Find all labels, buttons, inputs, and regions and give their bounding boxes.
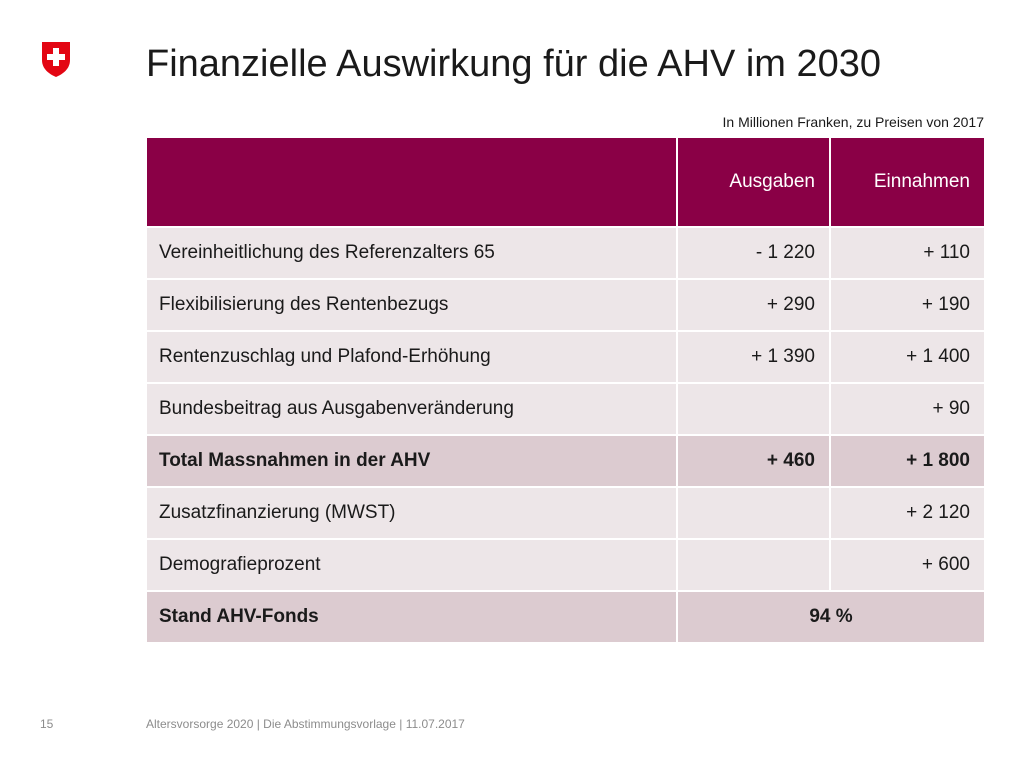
swiss-cross-shield-icon: [42, 42, 70, 77]
row-ausgaben: + 290: [676, 278, 831, 332]
header-ausgaben: Ausgaben: [676, 136, 831, 228]
row-label: Flexibilisierung des Rentenbezugs: [145, 278, 678, 332]
row-ausgaben: [676, 382, 831, 436]
table-row-total: Total Massnahmen in der AHV + 460 + 1 80…: [145, 434, 986, 488]
row-label: Zusatzfinanzierung (MWST): [145, 486, 678, 540]
row-ausgaben: + 1 390: [676, 330, 831, 384]
row-label: Vereinheitlichung des Referenzalters 65: [145, 226, 678, 280]
footer-text: Altersvorsorge 2020 | Die Abstimmungsvor…: [146, 717, 465, 731]
table-row: Demografieprozent + 600: [145, 538, 986, 592]
fund-status-value: 94 %: [676, 590, 986, 644]
row-label: Demografieprozent: [145, 538, 678, 592]
row-ausgaben: - 1 220: [676, 226, 831, 280]
row-label: Stand AHV-Fonds: [145, 590, 678, 644]
header-label-cell: [145, 136, 678, 228]
header-einnahmen: Einnahmen: [829, 136, 986, 228]
row-label: Rentenzuschlag und Plafond-Erhöhung: [145, 330, 678, 384]
row-einnahmen: + 110: [829, 226, 986, 280]
table-row-fund-status: Stand AHV-Fonds 94 %: [145, 590, 986, 644]
table-row: Flexibilisierung des Rentenbezugs + 290 …: [145, 278, 986, 332]
row-einnahmen: + 2 120: [829, 486, 986, 540]
page-title: Finanzielle Auswirkung für die AHV im 20…: [146, 43, 882, 85]
row-einnahmen: + 90: [829, 382, 986, 436]
row-ausgaben: [676, 486, 831, 540]
row-einnahmen: + 600: [829, 538, 986, 592]
row-ausgaben: [676, 538, 831, 592]
table-row: Rentenzuschlag und Plafond-Erhöhung + 1 …: [145, 330, 986, 384]
table-row: Zusatzfinanzierung (MWST) + 2 120: [145, 486, 986, 540]
row-einnahmen: + 190: [829, 278, 986, 332]
row-einnahmen: + 1 800: [829, 434, 986, 488]
unit-note: In Millionen Franken, zu Preisen von 201…: [722, 114, 984, 130]
row-ausgaben: + 460: [676, 434, 831, 488]
row-label: Total Massnahmen in der AHV: [145, 434, 678, 488]
table-row: Vereinheitlichung des Referenzalters 65 …: [145, 226, 986, 280]
financial-impact-table: Ausgaben Einnahmen Vereinheitlichung des…: [145, 136, 986, 644]
row-label: Bundesbeitrag aus Ausgabenveränderung: [145, 382, 678, 436]
table-row: Bundesbeitrag aus Ausgabenveränderung + …: [145, 382, 986, 436]
page-number: 15: [40, 717, 54, 731]
row-einnahmen: + 1 400: [829, 330, 986, 384]
table-header-row: Ausgaben Einnahmen: [145, 136, 986, 228]
